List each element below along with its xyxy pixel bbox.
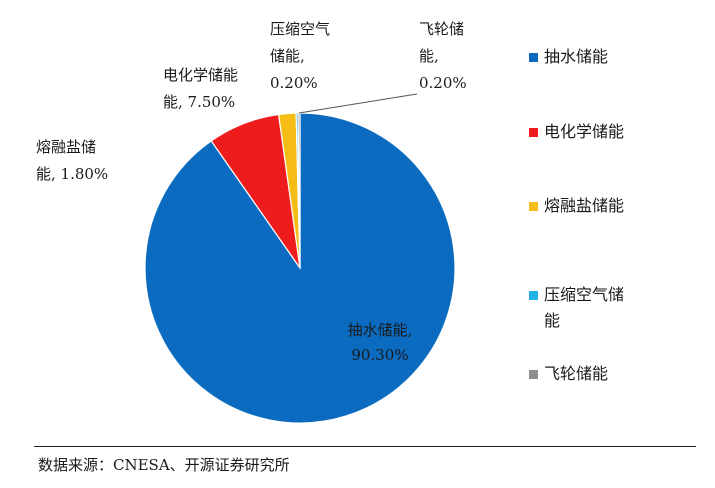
pie-chart: 抽水储能, 90.30% 电化学储能能, 7.50% 熔融盐储能, 1.80% 压缩空气…	[36, 20, 624, 424]
source-divider	[34, 446, 696, 447]
label-leader-line	[298, 93, 418, 114]
legend-swatch	[529, 202, 538, 211]
slice-data-label: 抽水储能, 90.30%	[348, 321, 413, 364]
legend-label: 压缩空气储能	[544, 285, 624, 330]
legend-label: 飞轮储能	[544, 364, 608, 383]
legend-swatch	[529, 291, 538, 300]
legend-swatch	[529, 370, 538, 379]
legend-label: 抽水储能	[544, 47, 608, 66]
slice-data-label: 压缩空气储能, 0.20%	[270, 20, 330, 92]
source-note: 数据来源：CNESA、开源证券研究所	[38, 456, 290, 474]
legend-label: 电化学储能	[544, 122, 624, 141]
legend-swatch	[529, 53, 538, 62]
legend-label: 熔融盐储能	[544, 196, 624, 215]
slice-data-label: 熔融盐储能, 1.80%	[36, 138, 108, 183]
legend-swatch	[529, 128, 538, 137]
slice-data-label: 飞轮储能, 0.20%	[419, 20, 467, 92]
slice-data-label: 电化学储能能, 7.50%	[163, 66, 238, 111]
